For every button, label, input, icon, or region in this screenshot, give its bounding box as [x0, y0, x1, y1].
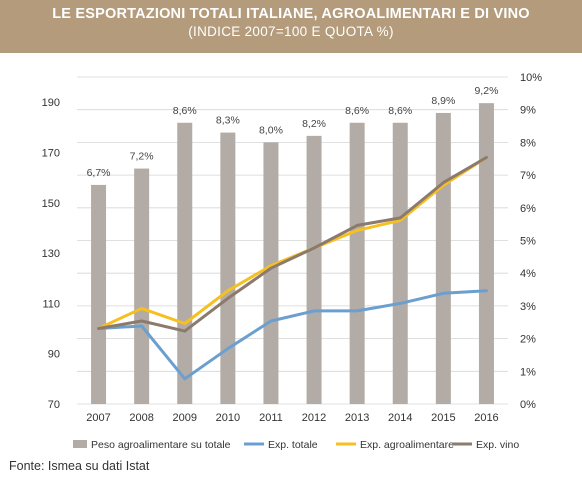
line-exp-totale [97, 289, 488, 381]
x-tick-label: 2013 [345, 412, 369, 424]
chart-header: LE ESPORTAZIONI TOTALI ITALIANE, AGROALI… [0, 0, 582, 53]
bar [306, 135, 322, 405]
bar-value-label: 8,0% [259, 124, 283, 136]
legend-swatch-bar [73, 440, 87, 448]
y-right-tick-label: 6% [520, 203, 536, 215]
bar-value-label: 9,2% [474, 85, 498, 97]
bar [91, 184, 107, 404]
y-right-tick-label: 5% [520, 236, 536, 248]
bar [478, 103, 494, 404]
y-right-tick-label: 9% [520, 105, 536, 117]
x-tick-label: 2012 [302, 412, 326, 424]
x-tick-label: 2008 [129, 412, 153, 424]
bar-value-label: 8,9% [431, 95, 455, 107]
y-right-tick-label: 10% [520, 72, 542, 84]
y-right-tick-label: 0% [520, 399, 536, 411]
bar [134, 168, 150, 404]
bar-value-label: 8,6% [173, 105, 197, 117]
line-exp-agroalimentare [97, 156, 488, 330]
bar [349, 122, 365, 404]
bar [392, 122, 408, 404]
bar-value-label: 8,2% [302, 118, 326, 130]
legend-label: Exp. vino [476, 439, 519, 451]
x-tick-label: 2007 [86, 412, 110, 424]
x-tick-label: 2009 [173, 412, 197, 424]
chart-panel: 70 90 110 130 150 170 190 0% 1% 2% 3% 4% 5% 6% 7% 8% 9% 1… [0, 60, 582, 458]
bar [435, 112, 451, 404]
y-right-tick-label: 7% [520, 170, 536, 182]
bar-value-label: 8,3% [216, 115, 240, 127]
y-left-tick-label: 190 [42, 97, 60, 109]
x-tick-label: 2014 [388, 412, 412, 424]
y-right-tick-label: 1% [520, 366, 536, 378]
y-left-tick-label: 130 [42, 248, 60, 260]
y-left-tick-label: 170 [42, 147, 60, 159]
legend-label: Exp. totale [268, 439, 318, 451]
bar-value-label: 7,2% [130, 151, 154, 163]
bar-value-label: 8,6% [388, 105, 412, 117]
x-tick-label: 2010 [216, 412, 240, 424]
y-right-tick-label: 3% [520, 301, 536, 313]
y-right-tick-label: 8% [520, 137, 536, 149]
x-tick-label: 2016 [474, 412, 498, 424]
y-left-tick-label: 70 [48, 399, 60, 411]
legend-label: Peso agroalimentare su totale [91, 439, 231, 451]
x-tick-label: 2015 [431, 412, 455, 424]
bar [220, 132, 236, 404]
chart-title: LE ESPORTAZIONI TOTALI ITALIANE, AGROALI… [52, 6, 530, 22]
combo-chart: 70 90 110 130 150 170 190 0% 1% 2% 3% 4% 5% 6% 7% 8% 9% 1… [42, 72, 543, 451]
y-left-tick-label: 150 [42, 198, 60, 210]
bar [263, 142, 279, 404]
y-right-tick-label: 2% [520, 334, 536, 346]
x-tick-label: 2011 [259, 412, 283, 424]
y-left-tick-label: 90 [48, 349, 60, 361]
source-note: Fonte: Ismea su dati Istat [9, 459, 150, 473]
bar-value-label: 8,6% [345, 105, 369, 117]
bar-value-label: 6,7% [87, 167, 111, 179]
bar [177, 122, 193, 404]
legend-label: Exp. agroalimentare [360, 439, 454, 451]
y-right-tick-label: 4% [520, 268, 536, 280]
y-left-tick-label: 110 [42, 298, 60, 310]
chart-subtitle: (INDICE 2007=100 E QUOTA %) [188, 24, 394, 39]
line-exp-vino [97, 156, 488, 333]
